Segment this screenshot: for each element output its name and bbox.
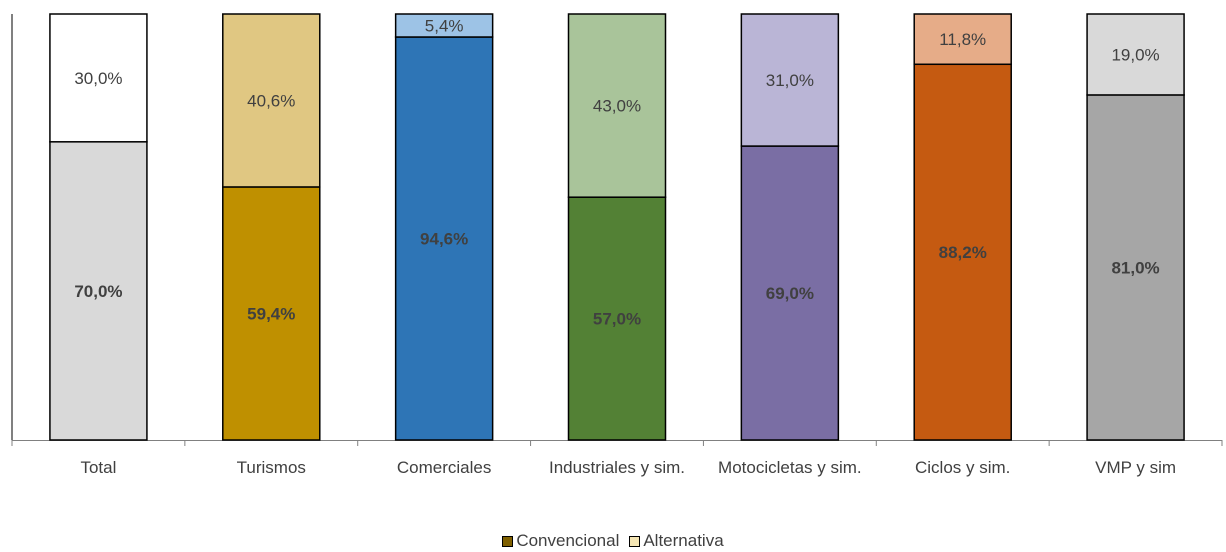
bar-convencional-motocicletas-y-sim — [740, 145, 840, 441]
x-tick-label-ciclos-y-sim: Ciclos y sim. — [915, 458, 1010, 477]
data-label-alternativa-motocicletas-y-sim: 31,0% — [766, 71, 814, 90]
legend-swatch-alternativa — [629, 535, 641, 547]
bar-convencional-comerciales — [394, 36, 494, 441]
data-label-alternativa-turismos: 40,6% — [247, 91, 295, 110]
data-label-convencional-motocicletas-y-sim: 69,0% — [766, 284, 814, 303]
stacked-bar-chart: 70,0% 30,0% Total 59,4% 40,6% Turismos 94,6% 5,… — [11, 13, 1223, 477]
x-tick-label-total: Total — [80, 458, 116, 477]
legend-swatch-convencional — [502, 535, 514, 547]
legend-item-convencional: Convencional — [502, 531, 619, 551]
bar-alternativa-ciclos-y-sim — [913, 13, 1012, 66]
data-label-alternativa-vmp-y-sim: 19,0% — [1111, 45, 1159, 64]
bar-convencional-ciclos-y-sim — [913, 63, 1012, 441]
x-tick-label-industriales-y-sim: Industriales y sim. — [549, 458, 685, 477]
bar-alternativa-turismos — [222, 13, 321, 188]
legend-label-convencional: Convencional — [516, 531, 620, 550]
data-label-convencional-comerciales: 94,6% — [420, 230, 468, 249]
legend-item-alternativa: Alternativa — [629, 531, 724, 551]
data-label-convencional-vmp-y-sim: 81,0% — [1111, 258, 1159, 277]
x-tick-label-turismos: Turismos — [237, 458, 306, 477]
legend: Convencional Alternativa — [0, 530, 1226, 552]
data-label-alternativa-industriales-y-sim: 43,0% — [593, 97, 641, 116]
data-label-convencional-industriales-y-sim: 57,0% — [593, 310, 641, 329]
data-label-alternativa-comerciales: 5,4% — [425, 17, 464, 36]
bar-alternativa-vmp-y-sim — [1086, 13, 1185, 96]
data-label-alternativa-ciclos-y-sim: 11,8% — [939, 30, 986, 49]
data-label-convencional-total: 70,0% — [74, 282, 122, 301]
x-tick-label-motocicletas-y-sim: Motocicletas y sim. — [718, 458, 862, 477]
bar-alternativa-motocicletas-y-sim — [740, 13, 840, 147]
x-tick-label-vmp-y-sim: VMP y sim — [1095, 458, 1176, 477]
data-label-convencional-turismos: 59,4% — [247, 304, 295, 323]
data-label-alternativa-total: 30,0% — [74, 69, 122, 88]
x-tick-label-comerciales: Comerciales — [397, 458, 491, 477]
bar-convencional-turismos — [222, 186, 321, 441]
bar-alternativa-total — [49, 13, 148, 143]
bar-alternativa-industriales-y-sim — [567, 13, 667, 198]
data-label-convencional-ciclos-y-sim: 88,2% — [939, 243, 987, 262]
bar-convencional-vmp-y-sim — [1086, 94, 1185, 441]
legend-label-alternativa: Alternativa — [643, 531, 724, 550]
bar-convencional-industriales-y-sim — [567, 196, 667, 441]
bar-alternativa-comerciales — [394, 13, 494, 38]
